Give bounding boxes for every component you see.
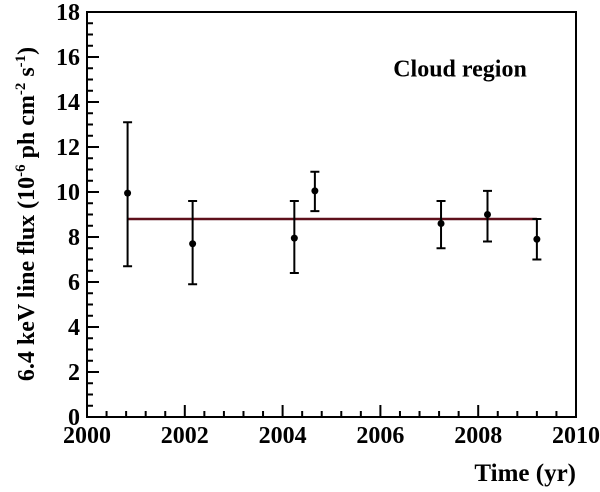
y-axis-title-superscript: -2: [13, 82, 29, 96]
data-point-marker: [124, 189, 132, 197]
x-axis-tick-label: 2010: [552, 423, 600, 449]
y-axis-title-segment: s: [14, 67, 40, 83]
data-point-marker: [311, 187, 319, 195]
y-axis-tick-label: 2: [68, 360, 80, 386]
annotation-cloud-region: Cloud region: [393, 56, 527, 83]
y-axis-title-segment: 6.4 keV line flux (10: [14, 176, 40, 382]
y-axis-tick-label: 6: [68, 270, 80, 296]
y-axis-tick-label: 4: [68, 315, 80, 341]
y-axis-tick-label: 8: [68, 225, 80, 251]
data-point-marker: [483, 211, 491, 218]
x-axis-tick-label: 2006: [356, 423, 405, 449]
x-axis-title: Time (yr): [474, 460, 576, 487]
x-axis-tick-label: 2002: [160, 423, 209, 449]
x-axis-tick-label: 2008: [454, 423, 503, 449]
y-axis-title-superscript: -6: [13, 164, 29, 177]
y-axis-tick-label: 16: [56, 45, 80, 71]
y-axis-tick-label: 14: [56, 90, 80, 116]
y-axis-tick-label: 12: [56, 135, 80, 161]
y-axis-tick-label: 10: [56, 180, 80, 206]
x-axis-tick-label: 2004: [258, 423, 307, 449]
y-axis-title-segment: ): [14, 46, 40, 55]
y-axis-tick-label: 0: [68, 405, 80, 431]
x-axis-tick-label: 2000: [63, 423, 111, 449]
y-axis-title-superscript: -1: [13, 54, 29, 68]
y-axis-tick-label: 18: [56, 0, 80, 26]
data-point-marker: [189, 240, 197, 248]
data-point-marker: [437, 220, 445, 227]
y-axis-title-segment: ph cm: [14, 95, 40, 165]
data-point-marker: [533, 235, 541, 243]
data-point-marker: [290, 234, 298, 242]
y-axis-title: 6.4 keV line flux (10-6 ph cm-2 s-1): [13, 46, 40, 382]
